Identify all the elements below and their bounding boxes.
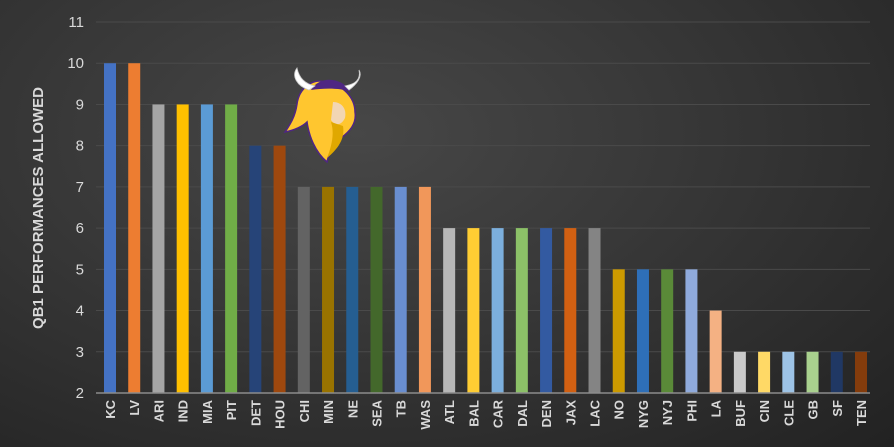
bar-hou (273, 145, 286, 393)
bar-bal (467, 228, 480, 393)
x-tick-label: GB (806, 400, 821, 420)
bar-nyg (636, 269, 649, 393)
x-tick-label: NYG (636, 400, 651, 428)
x-tick-label: ARI (151, 400, 166, 422)
x-tick-label: MIA (200, 399, 215, 423)
bar-cin (758, 351, 771, 393)
bar-la (709, 310, 722, 393)
x-tick-label: WAS (418, 400, 433, 430)
x-tick-label: NO (612, 400, 627, 420)
bars (104, 63, 867, 393)
x-tick-label: IND (176, 400, 191, 422)
gridlines (96, 21, 870, 353)
y-tick-label: 4 (76, 303, 84, 320)
x-tick-label: NYJ (660, 400, 675, 425)
bar-mia (200, 104, 213, 393)
x-tick-label: CLE (781, 400, 796, 426)
y-tick-label: 2 (76, 385, 84, 402)
bar-tb (394, 186, 407, 393)
x-tick-label: KC (103, 399, 118, 418)
y-tick-label: 11 (68, 14, 84, 31)
x-tick-label: JAX (563, 400, 578, 426)
x-tick-label: LV (127, 400, 142, 416)
y-tick-label: 5 (76, 261, 84, 278)
x-tick-label: NE (345, 400, 360, 418)
bar-lv (128, 63, 141, 393)
x-tick-label: BUF (733, 400, 748, 427)
x-tick-label: BAL (466, 400, 481, 427)
bar-sea (370, 186, 383, 393)
bar-ten (855, 351, 867, 393)
bar-chi (297, 186, 310, 393)
bar-nyj (661, 269, 674, 393)
bar-sf (830, 351, 843, 393)
x-tick-label: CHI (297, 400, 312, 422)
bar-det (249, 145, 262, 393)
bar-ind (176, 104, 189, 393)
bar-lac (588, 228, 601, 393)
y-tick-label: 8 (76, 138, 84, 155)
bar-dal (515, 228, 528, 393)
x-tick-label: ATL (442, 400, 457, 424)
x-tick-label: SF (830, 400, 845, 417)
x-tick-label: DAL (515, 400, 530, 427)
vikings-logo (283, 67, 361, 164)
bar-atl (443, 228, 456, 393)
bar-buf (733, 351, 746, 393)
y-axis-ticks: 2 3 4 5 6 7 8 9 10 11 (67, 14, 84, 402)
bar-ari (152, 104, 165, 393)
x-tick-label: LAC (588, 399, 603, 426)
x-tick-label: MIN (321, 400, 336, 424)
x-tick-label: TB (394, 400, 409, 417)
y-axis-title: QB1 PERFORMANCES ALLOWED (30, 87, 47, 329)
y-tick-label: 7 (76, 179, 84, 196)
x-tick-label: TEN (854, 400, 869, 426)
x-axis-labels: KC LV ARI IND MIA PIT DET HOU CHI MIN NE SEA TB WAS AT… (103, 399, 869, 429)
bar-no (612, 269, 625, 393)
x-tick-label: HOU (273, 400, 288, 429)
bar-kc (104, 63, 116, 393)
x-tick-label: PHI (684, 400, 699, 422)
bar-den (540, 228, 553, 393)
y-tick-label: 9 (76, 96, 84, 113)
bar-cle (782, 351, 795, 393)
bar-was (418, 186, 431, 393)
bar-ne (346, 186, 359, 393)
x-tick-label: DET (248, 400, 263, 426)
x-tick-label: DEN (539, 400, 554, 427)
x-tick-label: SEA (369, 399, 384, 426)
y-tick-label: 3 (76, 344, 84, 361)
bar-gb (806, 351, 819, 393)
x-tick-label: CIN (757, 400, 772, 422)
bar-jax (564, 228, 577, 393)
y-tick-label: 10 (67, 55, 84, 72)
x-tick-label: LA (709, 399, 724, 417)
y-tick-label: 6 (76, 220, 84, 237)
bar-car (491, 228, 504, 393)
bar-pit (225, 104, 238, 393)
x-tick-label: PIT (224, 400, 239, 420)
x-tick-label: CAR (491, 399, 506, 428)
bar-min (322, 186, 335, 393)
bar-phi (685, 269, 698, 393)
